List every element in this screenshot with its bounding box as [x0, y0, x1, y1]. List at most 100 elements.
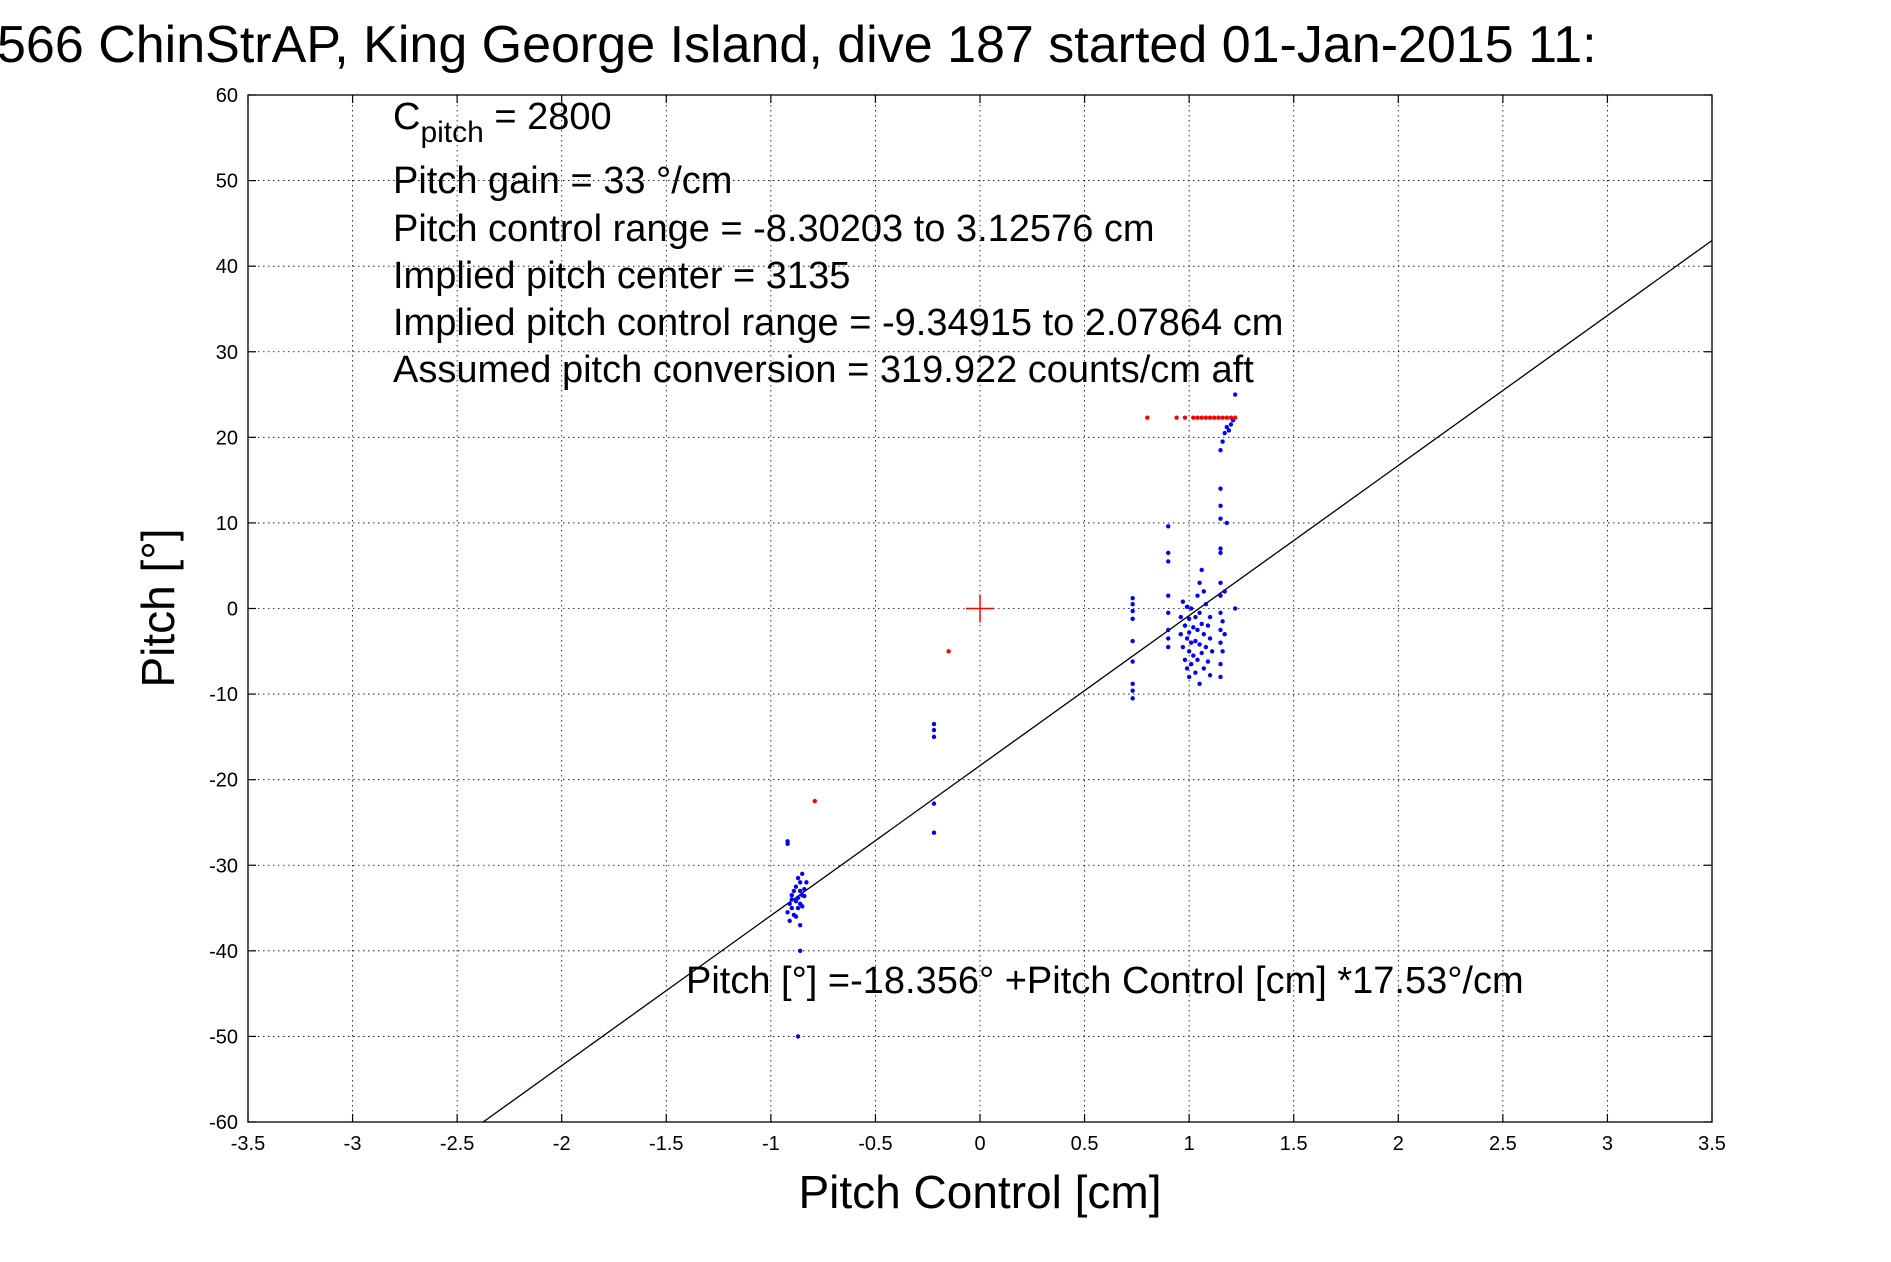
c-pitch-subscript: pitch: [420, 116, 483, 149]
data-point-blue: [1130, 596, 1135, 601]
data-point-blue: [1232, 392, 1238, 397]
data-point-blue: [1130, 608, 1135, 614]
x-tick-label: 0.5: [1071, 1133, 1099, 1155]
data-point-blue: [802, 887, 807, 892]
data-points: [785, 392, 1238, 1039]
data-point-blue: [1203, 644, 1209, 650]
data-point-blue: [1218, 627, 1223, 633]
y-tick-label: 10: [216, 513, 238, 535]
data-point-blue: [1186, 649, 1192, 654]
data-point-blue: [1203, 602, 1209, 607]
x-tick-label: -3: [344, 1133, 362, 1155]
data-point-blue: [795, 1034, 801, 1039]
data-point-blue: [1186, 630, 1192, 635]
y-tick-label: 60: [216, 85, 238, 107]
fit-line: [482, 239, 1713, 1123]
data-point-blue: [1218, 447, 1223, 453]
data-point-red: [1207, 415, 1213, 420]
data-point-blue: [1220, 619, 1225, 624]
data-point-blue: [795, 905, 801, 911]
y-tick-label: 30: [216, 342, 238, 364]
data-point-blue: [1220, 649, 1225, 654]
data-point-blue: [931, 727, 937, 733]
data-point-blue: [797, 922, 803, 928]
x-tick-label: 1.5: [1280, 1133, 1308, 1155]
x-axis-label: Pitch Control [cm]: [799, 1166, 1162, 1218]
data-point-blue: [1218, 546, 1223, 551]
grid: [248, 95, 1712, 1122]
data-point-blue: [1186, 616, 1192, 621]
data-point-blue: [800, 904, 805, 909]
x-tick-label: -2.5: [440, 1133, 474, 1155]
data-point-blue: [804, 880, 809, 885]
data-point-blue: [797, 888, 803, 894]
plot-frame: [247, 94, 1713, 1123]
data-point-blue: [1193, 638, 1198, 644]
data-point-blue: [1197, 580, 1202, 586]
data-point-blue: [1166, 610, 1171, 615]
data-point-blue: [1226, 428, 1232, 433]
y-tick-labels: 60 50 40 30 20 10 0 -10 -20 -30 -40 -50 -60: [209, 85, 238, 1134]
y-tick-label: -50: [209, 1026, 238, 1048]
data-point-blue: [1184, 604, 1190, 609]
data-point-blue: [1130, 659, 1135, 664]
x-tick-label: 3: [1602, 1133, 1613, 1155]
data-point-red: [946, 649, 951, 654]
data-point-blue: [1130, 602, 1135, 607]
x-tick-label: 2.5: [1489, 1133, 1517, 1155]
data-point-red: [1174, 415, 1179, 420]
data-point-blue: [1197, 642, 1202, 647]
data-point-blue: [1222, 631, 1227, 637]
data-point-blue: [1218, 550, 1223, 556]
data-point-blue: [1197, 610, 1202, 615]
data-point-blue: [1218, 503, 1223, 508]
center-marker: [966, 594, 994, 623]
y-axis-label: Pitch [°]: [132, 528, 184, 687]
data-point-blue: [1218, 486, 1223, 491]
data-point-red: [812, 798, 817, 804]
data-point-blue: [1199, 621, 1204, 627]
data-point-blue: [1207, 673, 1213, 678]
y-tick-label: -20: [209, 770, 238, 792]
data-point-red: [1232, 415, 1238, 420]
data-point-blue: [931, 801, 937, 806]
data-point-blue: [1130, 696, 1135, 701]
data-point-blue: [1182, 657, 1188, 663]
data-point-blue: [1224, 520, 1229, 526]
data-point-blue: [1178, 631, 1183, 637]
data-point-red: [1216, 415, 1221, 420]
data-point-blue: [1193, 670, 1198, 675]
annotation-pitch-control-range: Pitch control range = -8.30203 to 3.1257…: [393, 208, 1155, 250]
x-tick-label: -2: [553, 1133, 571, 1155]
data-point-red: [1224, 415, 1229, 420]
data-point-blue: [1166, 550, 1171, 556]
data-point-blue: [1191, 653, 1196, 658]
y-tick-label: -30: [209, 855, 238, 877]
data-point-blue: [1180, 599, 1186, 604]
data-point-blue: [1205, 659, 1211, 664]
data-point-blue: [1199, 567, 1204, 573]
data-point-blue: [789, 893, 794, 898]
annotation-conversion: Assumed pitch conversion = 319.922 count…: [393, 349, 1254, 391]
data-point-blue: [1130, 681, 1135, 687]
data-point-blue: [1195, 657, 1200, 663]
data-point-blue: [1182, 623, 1188, 628]
y-tick-label: -40: [209, 941, 238, 963]
data-point-red: [1182, 415, 1188, 420]
y-tick-label: 20: [216, 427, 238, 449]
data-point-blue: [1228, 422, 1234, 427]
data-point-blue: [1193, 614, 1198, 620]
data-point-blue: [1197, 681, 1202, 687]
data-point-blue: [1201, 631, 1206, 637]
y-tick-label: -10: [209, 684, 238, 706]
data-point-blue: [1220, 439, 1225, 444]
annotation-pitch-gain: Pitch gain = 33 °/cm: [393, 160, 732, 202]
data-point-blue: [1199, 650, 1204, 656]
data-point-blue: [1189, 606, 1194, 611]
data-point-blue: [1180, 644, 1186, 650]
data-point-blue: [1222, 430, 1227, 436]
data-point-blue: [1166, 524, 1171, 529]
data-point-blue: [1218, 593, 1223, 598]
data-point-blue: [1207, 614, 1213, 620]
